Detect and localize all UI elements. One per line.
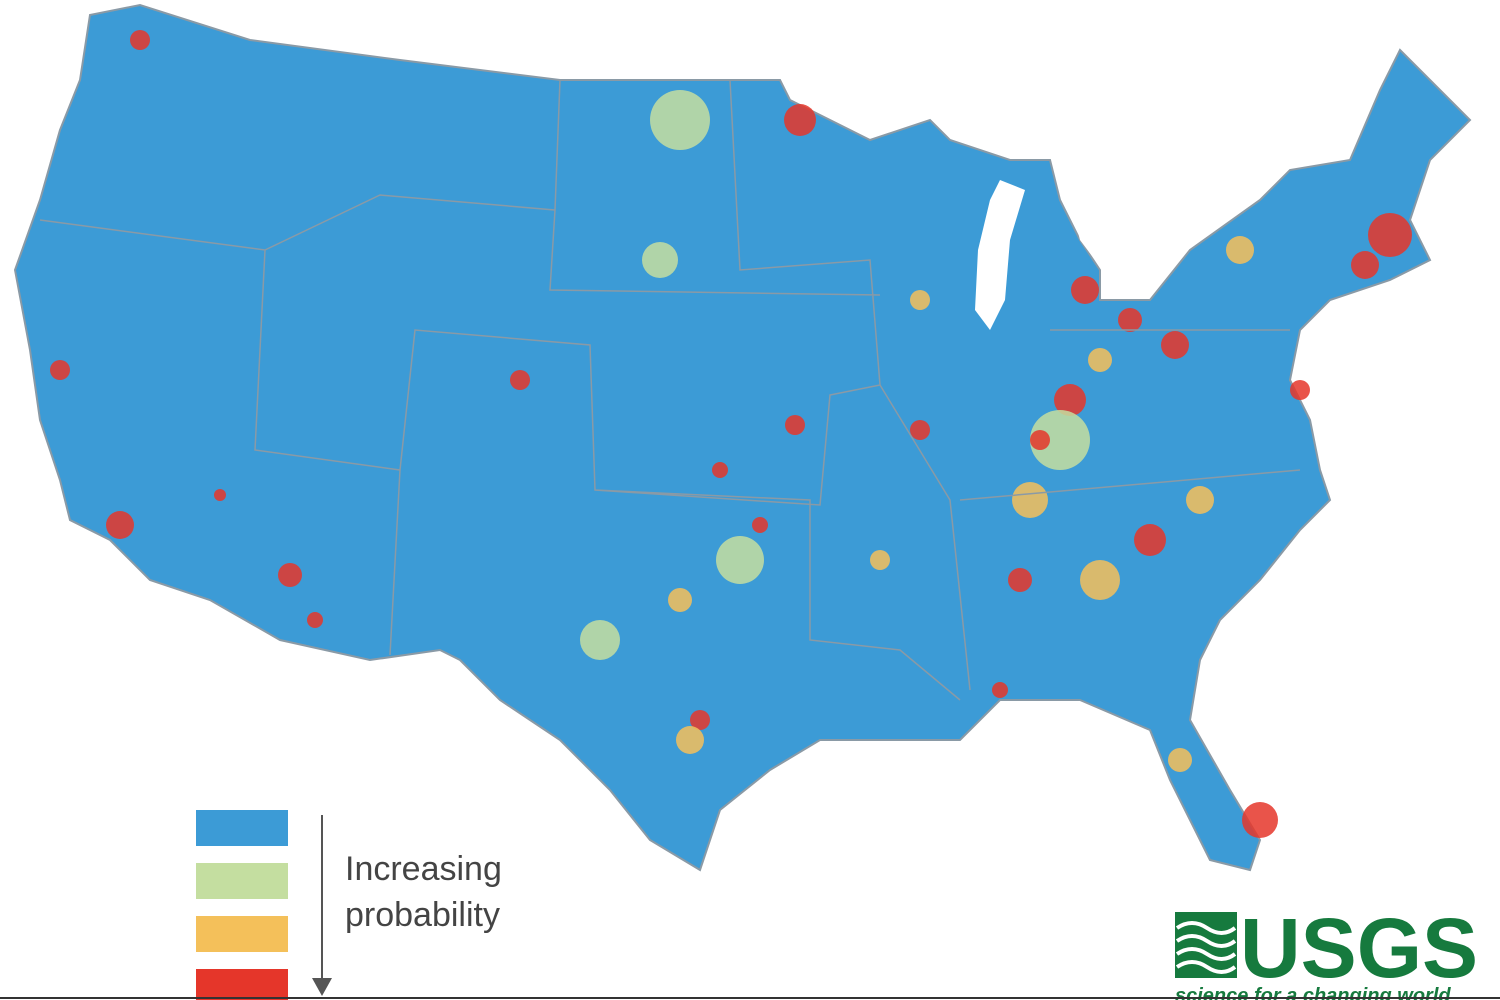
- hotspot: [130, 30, 150, 50]
- hotspot: [642, 242, 678, 278]
- us-land: [13, 3, 1472, 872]
- legend-swatch: [196, 969, 288, 1000]
- hotspot: [910, 420, 930, 440]
- hotspot: [1054, 384, 1086, 416]
- hotspot: [50, 360, 70, 380]
- usgs-logo: USGS science for a changing world: [1175, 901, 1478, 1000]
- hotspot: [1080, 560, 1120, 600]
- hotspot: [307, 612, 323, 628]
- hotspot: [1368, 213, 1412, 257]
- hotspot: [1071, 276, 1099, 304]
- legend-swatch: [196, 810, 288, 846]
- lake-huron-erie: [1060, 160, 1120, 260]
- logo-wave: [1175, 934, 1237, 948]
- hotspot: [1168, 748, 1192, 772]
- hotspot: [1030, 410, 1090, 470]
- hotspot: [1088, 348, 1112, 372]
- hotspot: [1161, 331, 1189, 359]
- hotspot: [870, 550, 890, 570]
- logo-wave: [1175, 921, 1237, 935]
- legend-swatch: [196, 916, 288, 952]
- hotspot: [1012, 482, 1048, 518]
- logo-wave: [1175, 960, 1237, 974]
- hotspot: [1186, 486, 1214, 514]
- hotspot: [1030, 430, 1050, 450]
- hotspot: [752, 517, 768, 533]
- hotspot: [690, 710, 710, 730]
- hotspot: [668, 588, 692, 612]
- legend: [196, 810, 288, 1000]
- hotspot: [510, 370, 530, 390]
- hotspot: [214, 489, 226, 501]
- hotspot: [716, 536, 764, 584]
- hotspot: [278, 563, 302, 587]
- legend-label: Increasing: [345, 850, 502, 888]
- hotspot: [910, 290, 930, 310]
- map: [13, 3, 1472, 872]
- hotspot: [1134, 524, 1166, 556]
- hotspot: [1118, 308, 1142, 332]
- logo-name: USGS: [1240, 901, 1478, 995]
- hotspot: [1290, 380, 1310, 400]
- logo-wave: [1175, 947, 1237, 961]
- hotspot: [1351, 251, 1379, 279]
- legend-arrowhead: [312, 978, 332, 996]
- state-borders: [39, 79, 1301, 701]
- hotspot: [1242, 802, 1278, 838]
- logo-tagline: science for a changing world: [1175, 985, 1451, 1000]
- probability-spots: [50, 30, 1412, 838]
- logo-icon: [1175, 912, 1237, 978]
- lake-michigan: [975, 180, 1025, 330]
- hotspot: [580, 620, 620, 660]
- hotspot: [1226, 236, 1254, 264]
- hotspot: [992, 682, 1008, 698]
- hotspot: [650, 90, 710, 150]
- hotspot: [676, 726, 704, 754]
- hotspot: [1008, 568, 1032, 592]
- hotspot: [785, 415, 805, 435]
- hotspot: [712, 462, 728, 478]
- hotspot: [106, 511, 134, 539]
- legend-label: probability: [345, 896, 500, 934]
- hotspot: [784, 104, 816, 136]
- legend-swatch: [196, 863, 288, 899]
